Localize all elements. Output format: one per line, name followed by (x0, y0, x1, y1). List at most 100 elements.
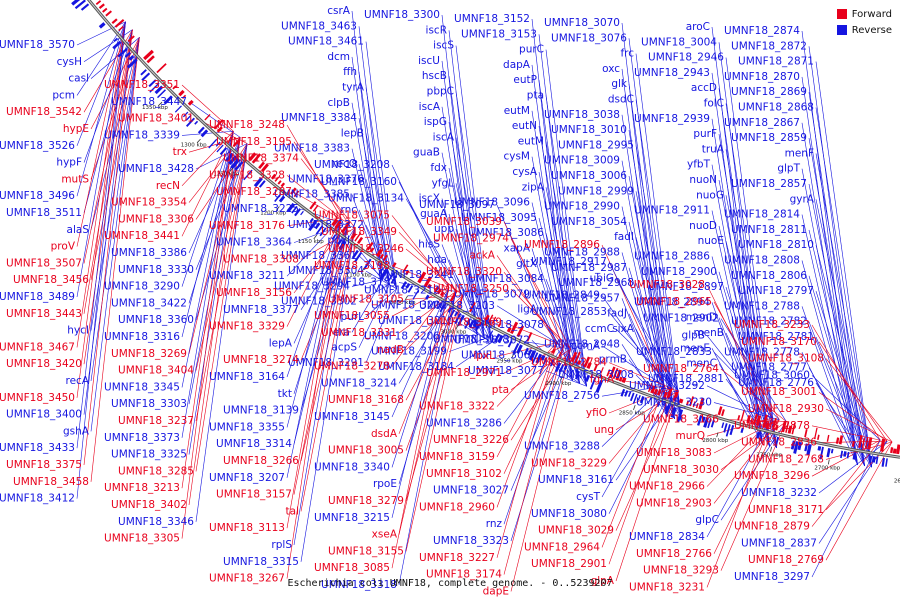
gene-label: UMNF18_3108 (748, 353, 824, 365)
gene-label: UMNF18_3373 (104, 432, 180, 444)
gene-label: nuoN (689, 174, 717, 186)
reverse-feature (258, 180, 266, 188)
gene-label: UMNF18_3139 (223, 405, 299, 417)
reverse-feature (624, 390, 629, 397)
reverse-feature (454, 313, 462, 324)
gene-label: UMNF18_2987 (551, 262, 627, 274)
connector-line (538, 126, 580, 384)
reverse-feature (405, 283, 411, 289)
forward-feature (791, 422, 796, 435)
gene-label: eutN (512, 120, 537, 132)
gene-label: UMNF18_2806 (731, 270, 807, 282)
reverse-feature (197, 126, 205, 134)
connector-line (358, 118, 390, 285)
gene-label: UMNF18_3278 (314, 361, 390, 373)
reverse-feature (124, 51, 131, 58)
label-connector-lines (76, 10, 893, 592)
gene-label: UMNF18_3422 (111, 297, 187, 309)
gene-label: UMNF18_3105 (328, 293, 404, 305)
gene-label: UMNF18_2764 (643, 363, 719, 375)
gene-label: UMNF18_3305 (104, 533, 180, 545)
connector-line (358, 255, 390, 285)
gene-label: UMNF18_2903 (636, 497, 712, 509)
gene-label: UMNF18_2960 (419, 501, 495, 513)
reverse-feature (388, 273, 394, 282)
reverse-feature (657, 401, 661, 408)
gene-label: UMNF18_3447 (111, 96, 187, 108)
gene-label: UMNF18_3385 (274, 189, 350, 201)
connector-line (351, 194, 383, 280)
gene-label: csrA (327, 5, 351, 17)
gene-label: UMNF18_3314 (216, 438, 292, 450)
gene-label: UMNF18_3467 (0, 341, 75, 353)
connector-line (628, 38, 675, 419)
reverse-feature (527, 349, 533, 356)
gene-label: UMNF18_3086 (468, 227, 544, 239)
reverse-feature (278, 195, 286, 203)
connector-line (90, 37, 140, 281)
forward-feature (737, 415, 741, 421)
connector-line (815, 153, 873, 468)
forward-feature (851, 440, 855, 447)
gene-label: UMNF18_2943 (634, 67, 710, 79)
connector-line (441, 14, 478, 336)
reverse-feature (439, 304, 446, 313)
gene-label: UMNF18_3241 (378, 269, 454, 281)
forward-feature (354, 232, 362, 242)
connector-line (398, 291, 457, 434)
connector-line (815, 61, 873, 468)
connector-line (503, 272, 564, 347)
gene-label: guaA (420, 208, 448, 220)
gene-label: UMNF18_3075 (314, 209, 390, 221)
connector-line (808, 138, 865, 467)
gene-label: glpB (682, 329, 705, 341)
connector-line (811, 425, 881, 441)
gene-label: UMNF18_2868 (738, 102, 814, 114)
forward-feature (178, 89, 185, 97)
gene-label: UMNF18_2881 (648, 373, 724, 385)
gene-label: gyrA (790, 193, 815, 205)
tick-mark (560, 375, 563, 381)
connector-line (405, 198, 464, 296)
forward-feature (379, 253, 384, 259)
gene-label: purF (693, 128, 717, 140)
forward-feature (423, 276, 432, 288)
connector-line (720, 421, 787, 471)
gene-label: UMNF18_3004 (641, 36, 717, 48)
connector-line (76, 21, 126, 247)
connector-line (300, 227, 356, 562)
connector-line (286, 217, 342, 428)
gene-label: proV (51, 241, 76, 253)
gene-label: UMNF18_3227 (419, 552, 495, 564)
connector-line (83, 29, 133, 365)
connector-line (811, 375, 881, 441)
forward-feature (280, 182, 286, 188)
connector-line (621, 68, 668, 417)
gene-label: UMNF18_2894 (634, 296, 710, 308)
gene-label: UMNF18_3428 (118, 163, 194, 175)
gene-label: UMNF18_3290 (104, 281, 180, 293)
gene-label: UMNF18_2833 (636, 346, 712, 358)
connector-line (365, 87, 397, 289)
connector-line (538, 263, 580, 384)
connector-line (615, 390, 679, 582)
connector-line (286, 217, 342, 478)
forward-feature (290, 187, 297, 195)
gene-label: UMNF18_3374 (223, 153, 299, 165)
connector-line (300, 227, 356, 462)
forward-feature (615, 369, 622, 381)
connector-line (615, 379, 679, 391)
connector-line (635, 328, 682, 422)
gene-label: UMNF18_3028 (629, 279, 705, 291)
gene-label: fadJ (607, 308, 627, 320)
connector-line (801, 168, 858, 465)
forward-feature (402, 264, 409, 274)
reverse-feature (725, 424, 731, 437)
gene-label: UMNF18_3383 (274, 143, 350, 155)
connector-line (801, 260, 858, 465)
gene-label: UMNF18_3085 (314, 562, 390, 574)
connector-line (365, 288, 397, 364)
reverse-feature (531, 352, 539, 365)
reverse-feature (253, 177, 263, 188)
forward-feature (746, 415, 751, 424)
